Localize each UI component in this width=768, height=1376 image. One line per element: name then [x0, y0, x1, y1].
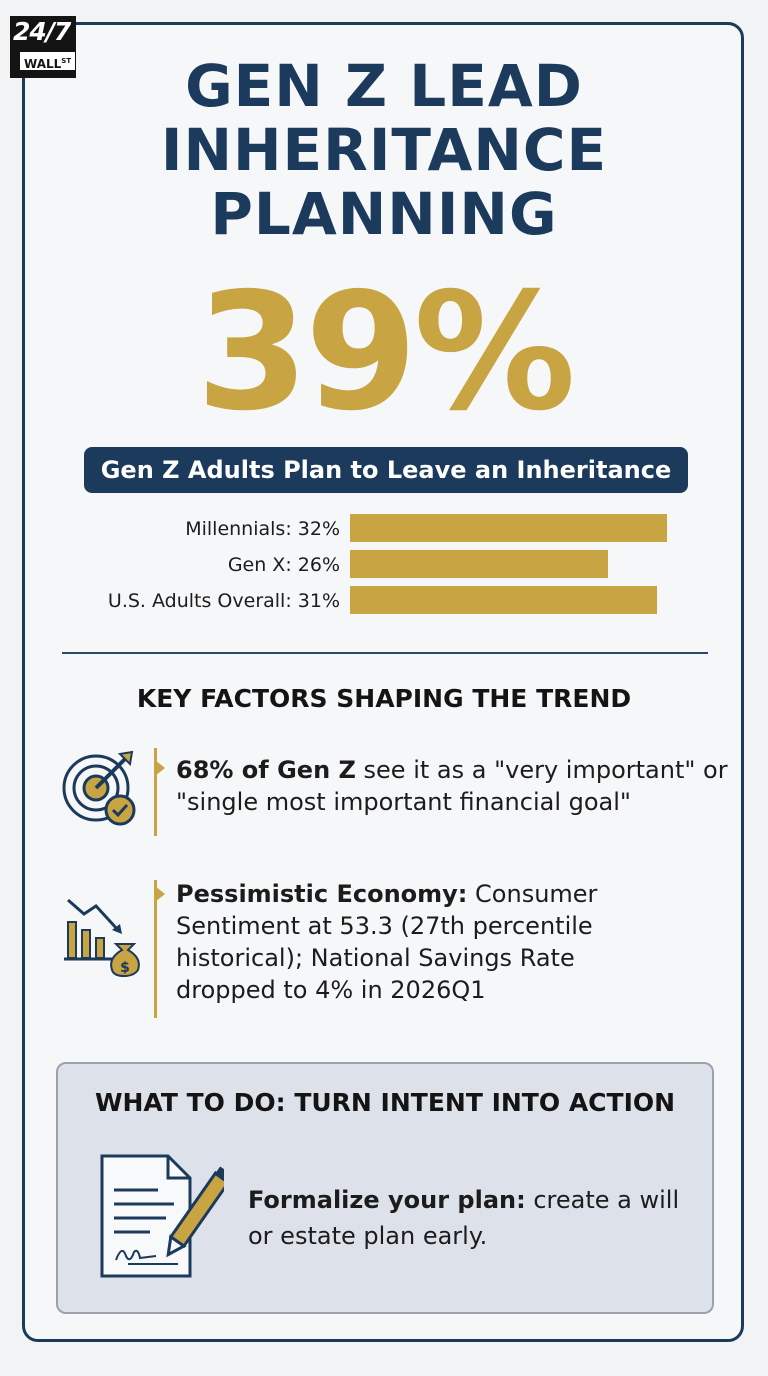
bar-row: Gen X: 26%	[0, 550, 768, 580]
section-divider	[62, 652, 708, 654]
factor-2-text: Pessimistic Economy: Consumer Sentiment …	[176, 880, 598, 1004]
brand-logo: 24/7 WALLST	[10, 16, 76, 78]
bar	[350, 586, 657, 614]
logo-line2: WALLST	[20, 52, 76, 71]
factor-2-marker	[155, 886, 165, 902]
factor-1-text: 68% of Gen Z see it as a "very important…	[176, 756, 728, 816]
document-pen-icon	[100, 1154, 224, 1278]
bar-row: U.S. Adults Overall: 31%	[0, 586, 768, 616]
action-heading: WHAT TO DO: TURN INTENT INTO ACTION	[94, 1088, 676, 1117]
page-title: GEN Z LEAD INHERITANCE PLANNING	[0, 54, 768, 246]
action-text: Formalize your plan: create a will or es…	[248, 1186, 680, 1250]
svg-text:$: $	[120, 960, 130, 976]
factor-2-accent-line	[154, 880, 157, 1018]
factor-1-accent-line	[154, 748, 157, 836]
logo-line1: 24/7	[13, 17, 71, 46]
bar-label: Millennials: 32%	[185, 518, 340, 540]
economy-decline-icon: $	[64, 898, 140, 978]
action-box: WHAT TO DO: TURN INTENT INTO ACTION Form…	[56, 1062, 714, 1314]
target-icon	[62, 750, 136, 826]
factor-1-marker	[155, 760, 165, 776]
title-line-3: PLANNING	[210, 180, 558, 248]
bar-label: U.S. Adults Overall: 31%	[107, 590, 340, 612]
headline-caption: Gen Z Adults Plan to Leave an Inheritanc…	[84, 447, 688, 493]
title-line-2: INHERITANCE	[160, 116, 608, 184]
factors-heading: KEY FACTORS SHAPING THE TREND	[136, 684, 632, 713]
title-line-1: GEN Z LEAD	[185, 52, 583, 120]
bar	[350, 514, 667, 542]
headline-stat: 39%	[196, 259, 576, 447]
bar-row: Millennials: 32%	[0, 514, 768, 544]
bar-label: Gen X: 26%	[227, 554, 340, 576]
bar	[350, 550, 608, 578]
